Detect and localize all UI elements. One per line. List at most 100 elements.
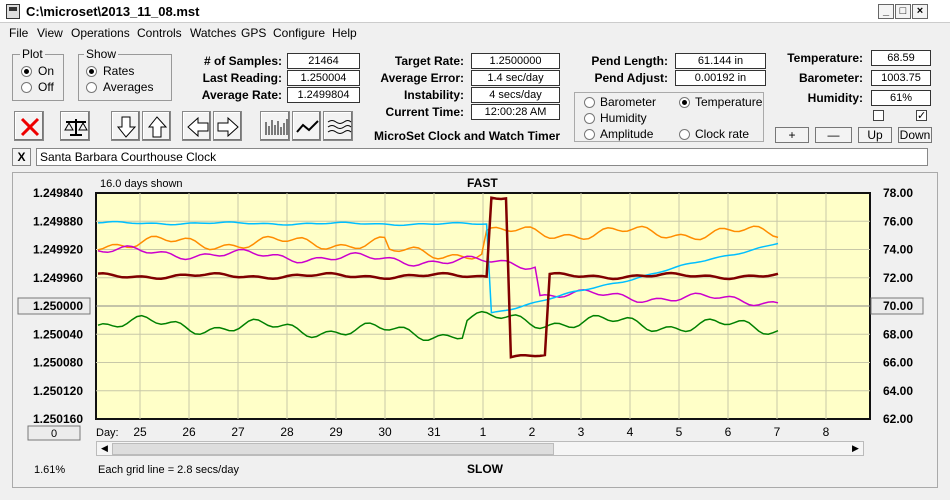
- menu-operations[interactable]: Operations: [71, 26, 130, 40]
- zero-button[interactable]: [27, 425, 81, 441]
- menu-gps[interactable]: GPS: [241, 26, 267, 40]
- stop-icon: [20, 117, 40, 137]
- clock-name-field[interactable]: Santa Barbara Courthouse Clock: [36, 148, 928, 166]
- balance-button[interactable]: [60, 111, 90, 141]
- series-clock-rate-label: Clock rate: [695, 127, 750, 141]
- scroll-left-arrow-icon[interactable]: ◀: [101, 443, 108, 453]
- humidity-checkbox[interactable]: ✓: [916, 110, 927, 122]
- menu-controls[interactable]: Controls: [137, 26, 182, 40]
- scroll-down-button[interactable]: [111, 111, 140, 141]
- pend-adjust-label: Pend Adjust:: [594, 71, 668, 85]
- pend-length-label: Pend Length:: [591, 54, 668, 68]
- minus-button[interactable]: —: [815, 127, 852, 143]
- current-time-label: Current Time:: [385, 105, 464, 119]
- x-tick-label: 25: [133, 425, 147, 439]
- right-axis-highlight[interactable]: [870, 297, 924, 315]
- minimize-button[interactable]: _: [878, 4, 894, 19]
- rate-chart: 1.249840 1.249880 1.249920 1.249960 1.250000…: [17, 176, 924, 476]
- series-clock-rate-radio[interactable]: [679, 129, 690, 140]
- plot-on-radio[interactable]: [21, 66, 32, 77]
- average-error-value: 1.4 sec/day: [471, 70, 560, 86]
- right-tick-label: 78.00: [883, 186, 913, 200]
- down-button[interactable]: Down: [898, 127, 932, 143]
- x-tick-label: 31: [427, 425, 441, 439]
- menu-bar: File View Operations Controls Watches GP…: [0, 23, 950, 43]
- x-tick-label: 30: [378, 425, 392, 439]
- average-rate-label: Average Rate:: [201, 88, 282, 102]
- plot-off-label: Off: [38, 80, 54, 94]
- right-tick-label: 66.00: [883, 356, 913, 370]
- zero-button-label: 0: [51, 428, 57, 440]
- show-rates-radio[interactable]: [86, 66, 97, 77]
- scroll-right-arrow-icon[interactable]: ▶: [852, 443, 859, 453]
- series-humidity-radio[interactable]: [584, 113, 595, 124]
- right-tick-label: 74.00: [883, 243, 913, 257]
- stop-button[interactable]: [14, 111, 44, 141]
- plot-group-title: Plot: [20, 47, 45, 61]
- last-reading-label: Last Reading:: [202, 71, 282, 85]
- target-rate-label: Target Rate:: [394, 54, 464, 68]
- left-tick-label: 1.250000: [33, 299, 83, 313]
- series-barometer-label: Barometer: [600, 95, 657, 109]
- series-temperature-label: Temperature: [695, 95, 763, 109]
- line-chart-icon: [296, 120, 319, 133]
- left-axis-highlight[interactable]: [17, 297, 91, 315]
- instability-label: Instability:: [403, 88, 464, 102]
- arrow-down-icon: [116, 116, 137, 138]
- balance-scale-icon: [64, 119, 88, 136]
- day-axis-label: Day:: [96, 427, 119, 439]
- scroll-right-button[interactable]: [213, 111, 242, 141]
- last-reading-value: 1.250004: [287, 70, 360, 86]
- menu-view[interactable]: View: [37, 26, 63, 40]
- samples-value: 21464: [287, 53, 360, 69]
- series-line-humidity: [97, 245, 779, 307]
- series-line-temperature: [97, 310, 779, 342]
- right-tick-label: 76.00: [883, 214, 913, 228]
- series-line-clock-rate: [97, 196, 779, 359]
- app-caption: MicroSet Clock and Watch Timer: [374, 129, 561, 143]
- average-error-label: Average Error:: [380, 71, 464, 85]
- x-tick-label: 7: [774, 425, 781, 439]
- smooth-view-button[interactable]: [323, 111, 353, 141]
- show-rates-label: Rates: [103, 64, 135, 78]
- bar-view-button[interactable]: [260, 111, 290, 141]
- humidity-value: 61%: [871, 90, 931, 106]
- show-averages-radio[interactable]: [86, 82, 97, 93]
- series-barometer-radio[interactable]: [584, 97, 595, 108]
- fast-label: FAST: [467, 176, 498, 190]
- samples-label: # of Samples:: [203, 54, 282, 68]
- up-button[interactable]: Up: [858, 127, 892, 143]
- close-window-button[interactable]: ×: [912, 4, 928, 19]
- arrow-up-icon: [147, 116, 168, 138]
- left-tick-label: 1.249920: [33, 243, 83, 257]
- x-tick-label: 29: [329, 425, 343, 439]
- instability-value: 4 secs/day: [471, 87, 560, 103]
- plus-button[interactable]: +: [775, 127, 809, 143]
- plot-off-radio[interactable]: [21, 82, 32, 93]
- series-temperature-radio[interactable]: [679, 97, 690, 108]
- maximize-button[interactable]: □: [895, 4, 911, 19]
- temperature-checkbox[interactable]: [873, 110, 884, 121]
- right-tick-label: 62.00: [883, 412, 913, 426]
- menu-help[interactable]: Help: [332, 26, 357, 40]
- show-averages-label: Averages: [103, 80, 154, 94]
- time-scrollbar[interactable]: ◀ ▶: [96, 441, 864, 456]
- scroll-thumb[interactable]: [112, 443, 554, 455]
- grid-note: Each grid line = 2.8 secs/day: [98, 464, 239, 476]
- menu-configure[interactable]: Configure: [273, 26, 326, 40]
- close-clock-button[interactable]: X: [12, 148, 31, 166]
- show-group-title: Show: [84, 47, 119, 61]
- scroll-left-button[interactable]: [182, 111, 211, 141]
- x-tick-label: 5: [676, 425, 683, 439]
- menu-watches[interactable]: Watches: [190, 26, 237, 40]
- menu-file[interactable]: File: [9, 26, 29, 40]
- series-amplitude-radio[interactable]: [584, 129, 595, 140]
- left-tick-label: 1.249840: [33, 186, 83, 200]
- x-tick-label: 26: [182, 425, 196, 439]
- window-title: C:\microset\2013_11_08.mst: [26, 4, 200, 19]
- bars-icon: [265, 119, 288, 135]
- line-view-button[interactable]: [292, 111, 321, 141]
- scroll-up-button[interactable]: [142, 111, 171, 141]
- zoom-percent: 1.61%: [34, 464, 65, 476]
- x-tick-label: 28: [280, 425, 294, 439]
